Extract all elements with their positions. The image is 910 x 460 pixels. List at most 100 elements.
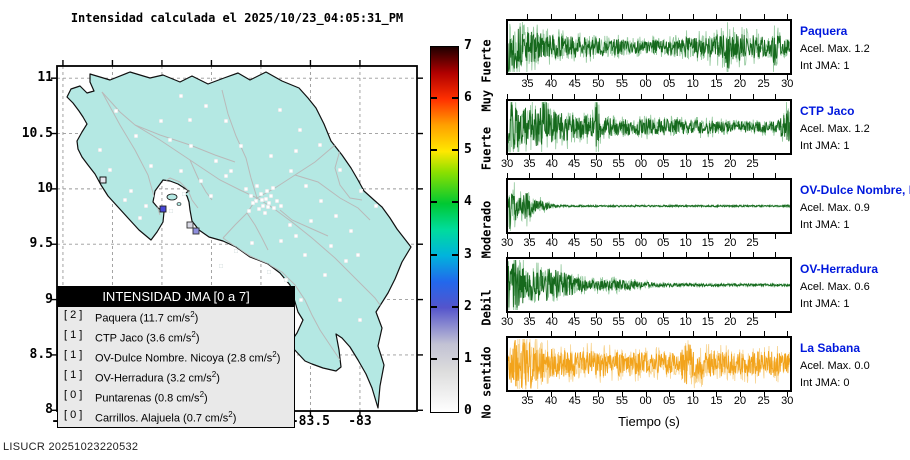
waveform-tick	[685, 313, 687, 318]
waveform-tick	[596, 252, 598, 257]
waveform-tick	[685, 234, 687, 239]
colorbar-tick-label: 0	[464, 403, 472, 418]
waveform-tick	[529, 252, 531, 257]
waveform-tick	[529, 155, 531, 160]
y-tick-label: 10	[37, 180, 53, 196]
waveform-tick-label: 20	[724, 316, 737, 328]
waveform-tick-label: 50	[592, 395, 605, 407]
station-name: CTP Jaco	[800, 104, 855, 118]
waveform-tick	[663, 234, 665, 239]
station-name: OV-Herradura	[800, 262, 879, 276]
intensity-legend: INTENSIDAD JMA [0 a 7] [ 2 ] Paquera (11…	[57, 286, 295, 429]
waveform-tick-label: 15	[701, 158, 715, 170]
waveform-tick-label: 25	[757, 78, 770, 90]
y-tick-label: 8.5	[29, 346, 53, 362]
station-acel-max: Acel. Max. 1.2	[800, 43, 870, 55]
waveform-tick-label: 00	[634, 158, 648, 170]
colorbar-tick-mark	[452, 357, 458, 360]
waveform-tick	[574, 392, 576, 397]
waveform-tick-label: 00	[634, 316, 648, 328]
waveform-tick-label: 35	[521, 395, 534, 407]
station-acel-max: Acel. Max. 1.2	[800, 123, 870, 135]
seismogram-trace	[507, 101, 791, 153]
waveform-tick	[774, 173, 776, 178]
waveform-tick-label: 25	[746, 237, 759, 249]
waveform-tick	[763, 14, 765, 19]
waveform-tick	[740, 392, 742, 397]
waveform-tick	[645, 14, 647, 19]
waveform-tick	[707, 234, 709, 239]
waveform-tick	[752, 234, 754, 239]
colorbar-tick-mark	[431, 149, 437, 152]
waveform-tick	[507, 155, 509, 160]
seismogram-trace	[507, 338, 791, 390]
waveform-tick	[730, 94, 732, 99]
waveform-tick-label: 35	[523, 316, 536, 328]
waveform-tick-label: 30	[781, 395, 794, 407]
legend-intensity-value: [ 1 ]	[64, 349, 83, 362]
station-name: Paquera	[800, 24, 848, 38]
waveform-tick	[527, 392, 529, 397]
waveform-tick-label: 25	[757, 395, 770, 407]
waveform-tick	[787, 14, 789, 19]
waveform-tick	[618, 94, 620, 99]
waveform-tick-label: 10	[686, 78, 699, 90]
waveform-tick-label: 55	[612, 158, 625, 170]
waveform-tick	[598, 75, 600, 80]
waveform-tick	[716, 75, 718, 80]
waveform-tick	[507, 94, 509, 99]
legend-title: INTENSIDAD JMA [0 a 7]	[58, 287, 294, 307]
waveform-tick	[707, 155, 709, 160]
waveform-tick	[618, 313, 620, 318]
waveform-tick-label: 15	[701, 316, 715, 328]
waveform-tick	[716, 392, 718, 397]
waveform-tick	[752, 252, 754, 257]
seismogram-trace	[507, 21, 791, 73]
station-int-jma: Int JMA: 1	[800, 60, 850, 72]
waveform-tick-label: 20	[724, 237, 737, 249]
waveform-tick	[740, 14, 742, 19]
legend-item: [ 1 ] OV-Herradura (3.2 cm/s2)	[58, 367, 294, 387]
waveform-tick	[707, 94, 709, 99]
footer-watermark: LISUCR 20251023220532	[3, 441, 139, 453]
waveform-tick-label: 55	[615, 395, 629, 407]
waveform-tick-label: 05	[663, 395, 676, 407]
waveform-tick	[618, 252, 620, 257]
waveform-tick	[640, 173, 642, 178]
waveform-tick	[574, 75, 576, 80]
waveform-tick	[692, 75, 694, 80]
waveform-tick	[596, 155, 598, 160]
waveform-tick-label: 00	[639, 395, 652, 407]
colorbar-tick-mark	[452, 149, 458, 152]
waveform-tick	[640, 234, 642, 239]
waveform-tick	[618, 173, 620, 178]
legend-intensity-value: [ 1 ]	[64, 369, 83, 382]
legend-station-text: Puntarenas (0.8 cm/s2)	[95, 390, 208, 405]
waveform-tick-label: 55	[612, 316, 625, 328]
waveform-tick	[752, 94, 754, 99]
map-title: Intensidad calculada el 2025/10/23_04:05…	[70, 11, 404, 25]
waveform-tick	[763, 331, 765, 336]
waveform-tick	[730, 173, 732, 178]
colorbar-tick-mark	[431, 357, 437, 360]
waveform-tick	[763, 392, 765, 397]
station-acel-max: Acel. Max. 0.0	[800, 360, 870, 372]
colorbar-tick-mark	[431, 97, 437, 100]
x-tick-label: -83.5	[290, 414, 330, 429]
colorbar-tick-mark	[452, 253, 458, 256]
legend-item: [ 0 ] Carrillos. Alajuela (0.7 cm/s2)	[58, 407, 294, 427]
legend-intensity-value: [ 0 ]	[64, 389, 83, 402]
waveform-tick	[774, 313, 776, 318]
waveform-tick-label: 30	[501, 316, 514, 328]
waveform-tick	[574, 252, 576, 257]
waveform-tick	[692, 392, 694, 397]
waveform-tick	[669, 14, 671, 19]
legend-item: [ 0 ] Puntarenas (0.8 cm/s2)	[58, 387, 294, 407]
waveform-tick	[669, 392, 671, 397]
station-markers	[98, 94, 379, 323]
waveform-tick	[507, 252, 509, 257]
waveform-tick-label: 00	[634, 237, 648, 249]
waveform-tick	[787, 75, 789, 80]
legend-intensity-value: [ 1 ]	[64, 329, 83, 342]
waveform-tick	[596, 313, 598, 318]
